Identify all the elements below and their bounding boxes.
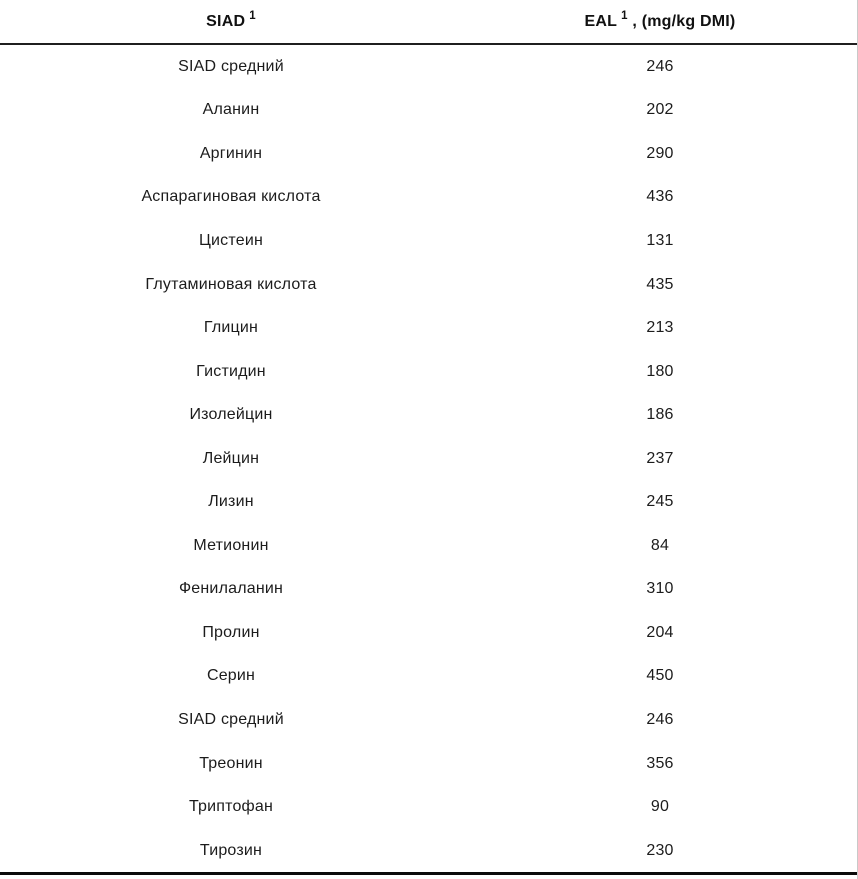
table-row: Тирозин 230 xyxy=(0,829,857,874)
eal-value: 84 xyxy=(650,536,670,554)
eal-value: 180 xyxy=(646,362,674,380)
eal-value: 237 xyxy=(646,449,674,467)
eal-value: 90 xyxy=(650,798,670,816)
amino-acid-name: Серин xyxy=(206,667,256,685)
eal-value: 436 xyxy=(646,188,674,206)
table-row: Глицин 213 xyxy=(0,306,857,350)
table-row: SIAD средний 246 xyxy=(0,698,857,742)
eal-value: 204 xyxy=(646,623,674,641)
eal-value: 290 xyxy=(646,144,674,162)
eal-value: 450 xyxy=(646,667,674,685)
header-siad-label: SIAD xyxy=(206,12,246,30)
amino-acid-name: Треонин xyxy=(199,754,263,772)
amino-acid-name: Глицин xyxy=(203,319,259,337)
table-body: SIAD средний 246 Аланин 202 Аргинин 290 … xyxy=(0,44,857,874)
amino-acid-name: Триптофан xyxy=(188,798,274,816)
header-eal-superscript: 1 xyxy=(621,10,628,23)
amino-acid-name: Метионин xyxy=(193,536,269,554)
amino-acid-name: Цистеин xyxy=(199,231,263,249)
eal-value: 245 xyxy=(646,493,674,511)
table-row: Аргинин 290 xyxy=(0,132,857,176)
table-row: Серин 450 xyxy=(0,655,857,699)
eal-value: 435 xyxy=(646,275,674,293)
header-row: SIAD 1 EAL 1 , (mg/kg DMI) xyxy=(0,0,857,45)
amino-acid-name: Тирозин xyxy=(199,841,263,859)
amino-acid-name: Аланин xyxy=(202,101,260,119)
eal-value: 246 xyxy=(646,710,674,728)
table-row: Аспарагиновая кислота 436 xyxy=(0,176,857,220)
amino-acid-name: Фенилаланин xyxy=(178,580,284,598)
table-row: Глутаминовая кислота 435 xyxy=(0,263,857,307)
table-row: SIAD средний 246 xyxy=(0,44,857,89)
eal-value: 310 xyxy=(646,580,674,598)
eal-value: 131 xyxy=(646,231,674,249)
table-row: Метионин 84 xyxy=(0,524,857,568)
table-row: Фенилаланин 310 xyxy=(0,568,857,612)
table-row: Пролин 204 xyxy=(0,611,857,655)
eal-value: 246 xyxy=(646,57,674,75)
header-siad-superscript: 1 xyxy=(249,10,256,23)
table-row: Аланин 202 xyxy=(0,89,857,133)
amino-acid-name: Лейцин xyxy=(202,449,260,467)
amino-acid-name: SIAD средний xyxy=(178,57,284,75)
table-row: Изолейцин 186 xyxy=(0,393,857,437)
table-row: Гистидин 180 xyxy=(0,350,857,394)
amino-acid-name: Аспарагиновая кислота xyxy=(141,188,321,206)
eal-value: 356 xyxy=(646,754,674,772)
amino-acid-name: Лизин xyxy=(208,493,254,511)
table-row: Триптофан 90 xyxy=(0,785,857,829)
eal-value: 202 xyxy=(646,101,674,119)
amino-acid-name: Пролин xyxy=(202,623,260,641)
column-header-eal: EAL 1 , (mg/kg DMI) xyxy=(462,0,857,45)
table-header: SIAD 1 EAL 1 , (mg/kg DMI) xyxy=(0,0,857,45)
column-header-siad: SIAD 1 xyxy=(0,0,462,45)
header-eal-suffix: , (mg/kg DMI) xyxy=(627,12,736,30)
amino-acid-name: SIAD средний xyxy=(178,710,284,728)
amino-acid-name: Глутаминовая кислота xyxy=(145,275,317,293)
amino-acid-name: Гистидин xyxy=(196,362,266,380)
amino-acid-name: Аргинин xyxy=(199,144,263,162)
amino-acid-name: Изолейцин xyxy=(189,406,273,424)
table-row: Лизин 245 xyxy=(0,480,857,524)
eal-value: 230 xyxy=(646,841,674,859)
eal-value: 186 xyxy=(646,406,674,424)
table-row: Лейцин 237 xyxy=(0,437,857,481)
table-row: Треонин 356 xyxy=(0,742,857,786)
eal-value: 213 xyxy=(646,319,674,337)
header-eal-label: EAL xyxy=(584,12,618,30)
table-row: Цистеин 131 xyxy=(0,219,857,263)
